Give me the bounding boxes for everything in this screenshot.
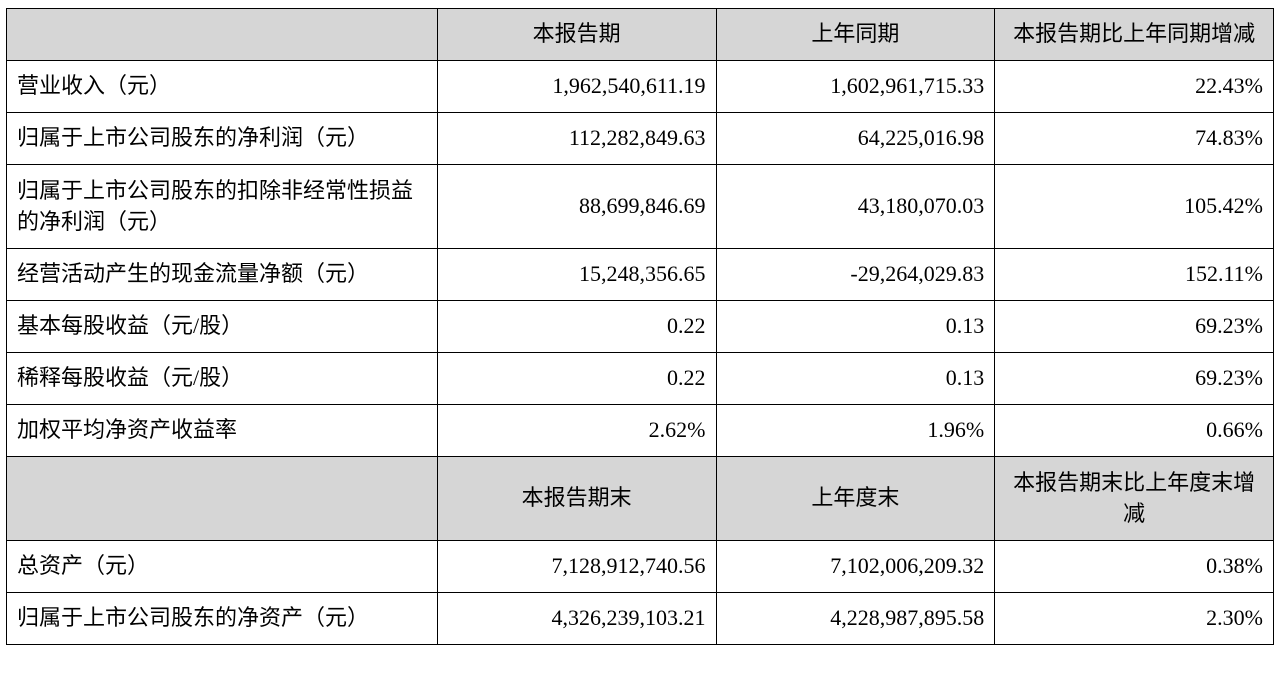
table-row: 经营活动产生的现金流量净额（元） 15,248,356.65 -29,264,0…	[7, 249, 1274, 301]
cell-value: 1,602,961,715.33	[716, 61, 995, 113]
cell-value: 152.11%	[995, 249, 1274, 301]
table-row: 加权平均净资产收益率 2.62% 1.96% 0.66%	[7, 405, 1274, 457]
section2-header-row: 本报告期末 上年度末 本报告期末比上年度末增减	[7, 457, 1274, 541]
cell-value: 7,128,912,740.56	[437, 541, 716, 593]
cell-value: 7,102,006,209.32	[716, 541, 995, 593]
table-row: 归属于上市公司股东的扣除非经常性损益的净利润（元） 88,699,846.69 …	[7, 165, 1274, 249]
header-year-end: 上年度末	[716, 457, 995, 541]
cell-value: 22.43%	[995, 61, 1274, 113]
cell-value: -29,264,029.83	[716, 249, 995, 301]
cell-value: 15,248,356.65	[437, 249, 716, 301]
cell-value: 69.23%	[995, 353, 1274, 405]
cell-value: 43,180,070.03	[716, 165, 995, 249]
cell-value: 112,282,849.63	[437, 113, 716, 165]
row-label: 经营活动产生的现金流量净额（元）	[7, 249, 438, 301]
cell-value: 69.23%	[995, 301, 1274, 353]
header-blank	[7, 9, 438, 61]
table-row: 基本每股收益（元/股） 0.22 0.13 69.23%	[7, 301, 1274, 353]
cell-value: 4,228,987,895.58	[716, 593, 995, 645]
cell-value: 4,326,239,103.21	[437, 593, 716, 645]
row-label: 归属于上市公司股东的扣除非经常性损益的净利润（元）	[7, 165, 438, 249]
header-blank	[7, 457, 438, 541]
table-row: 总资产（元） 7,128,912,740.56 7,102,006,209.32…	[7, 541, 1274, 593]
section1-header-row: 本报告期 上年同期 本报告期比上年同期增减	[7, 9, 1274, 61]
header-current: 本报告期	[437, 9, 716, 61]
cell-value: 74.83%	[995, 113, 1274, 165]
header-prior: 上年同期	[716, 9, 995, 61]
cell-value: 105.42%	[995, 165, 1274, 249]
cell-value: 0.38%	[995, 541, 1274, 593]
table-row: 归属于上市公司股东的净资产（元） 4,326,239,103.21 4,228,…	[7, 593, 1274, 645]
cell-value: 0.22	[437, 353, 716, 405]
cell-value: 0.66%	[995, 405, 1274, 457]
cell-value: 0.13	[716, 353, 995, 405]
table-row: 营业收入（元） 1,962,540,611.19 1,602,961,715.3…	[7, 61, 1274, 113]
cell-value: 88,699,846.69	[437, 165, 716, 249]
cell-value: 0.22	[437, 301, 716, 353]
header-period-end: 本报告期末	[437, 457, 716, 541]
financial-summary-table: 本报告期 上年同期 本报告期比上年同期增减 营业收入（元） 1,962,540,…	[6, 8, 1274, 645]
cell-value: 2.62%	[437, 405, 716, 457]
row-label: 归属于上市公司股东的净利润（元）	[7, 113, 438, 165]
row-label: 基本每股收益（元/股）	[7, 301, 438, 353]
row-label: 加权平均净资产收益率	[7, 405, 438, 457]
header-change: 本报告期比上年同期增减	[995, 9, 1274, 61]
header-change: 本报告期末比上年度末增减	[995, 457, 1274, 541]
row-label: 归属于上市公司股东的净资产（元）	[7, 593, 438, 645]
table-row: 归属于上市公司股东的净利润（元） 112,282,849.63 64,225,0…	[7, 113, 1274, 165]
cell-value: 2.30%	[995, 593, 1274, 645]
cell-value: 64,225,016.98	[716, 113, 995, 165]
row-label: 营业收入（元）	[7, 61, 438, 113]
row-label: 稀释每股收益（元/股）	[7, 353, 438, 405]
row-label: 总资产（元）	[7, 541, 438, 593]
cell-value: 1.96%	[716, 405, 995, 457]
cell-value: 0.13	[716, 301, 995, 353]
cell-value: 1,962,540,611.19	[437, 61, 716, 113]
table-row: 稀释每股收益（元/股） 0.22 0.13 69.23%	[7, 353, 1274, 405]
